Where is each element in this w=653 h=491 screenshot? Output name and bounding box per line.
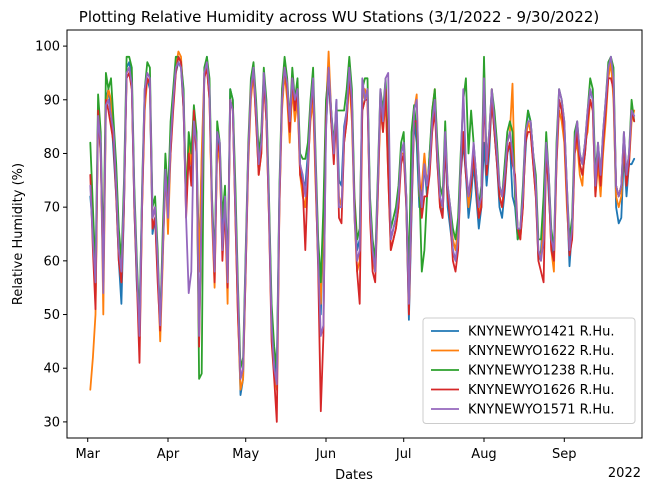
legend: KNYNEWYO1421 R.Hu. KNYNEWYO1622 R.Hu. KNYN…	[422, 317, 636, 424]
x-tick-label: Jun	[315, 447, 336, 462]
x-tick-label: May	[232, 447, 259, 462]
y-tick-label: 50	[43, 308, 60, 323]
x-tick-label: Aug	[471, 447, 496, 462]
y-axis-ticks: 30 40 50 60 70 80 90 100	[35, 40, 67, 430]
plot-area	[66, 29, 643, 439]
legend-entry-label: KNYNEWYO1622 R.Hu.	[468, 344, 615, 359]
chart-title: Plotting Relative Humidity across WU Sta…	[79, 8, 599, 26]
y-tick-label: 60	[43, 254, 60, 269]
x-tick-label: Mar	[75, 447, 100, 462]
legend-entry-label: KNYNEWYO1626 R.Hu.	[468, 383, 615, 398]
y-tick-label: 80	[43, 147, 60, 162]
y-tick-label: 100	[35, 40, 60, 55]
y-axis-label: Relative Humidity (%)	[11, 163, 26, 305]
legend-frame	[422, 317, 636, 424]
y-tick-label: 40	[43, 362, 60, 377]
x-tick-label: Sep	[552, 447, 577, 462]
y-tick-label: 70	[43, 201, 60, 216]
legend-entry-label: KNYNEWYO1571 R.Hu.	[468, 403, 615, 418]
y-tick-label: 90	[43, 93, 60, 108]
legend-entry-label: KNYNEWYO1238 R.Hu.	[468, 364, 615, 379]
y-tick-label: 30	[43, 415, 60, 430]
axes-frame	[66, 29, 643, 439]
legend-entry-label: KNYNEWYO1421 R.Hu.	[468, 325, 615, 340]
x-tick-label: Jul	[395, 447, 412, 462]
x-axis-label: Dates	[335, 468, 373, 483]
x-axis-ticks: Mar Apr May Jun Jul Aug Sep	[75, 438, 577, 462]
x-axis-offset-label: 2022	[608, 466, 641, 481]
x-tick-label: Apr	[157, 447, 180, 462]
series-group	[89, 50, 636, 423]
series-line-knynewyo1571	[89, 55, 636, 386]
